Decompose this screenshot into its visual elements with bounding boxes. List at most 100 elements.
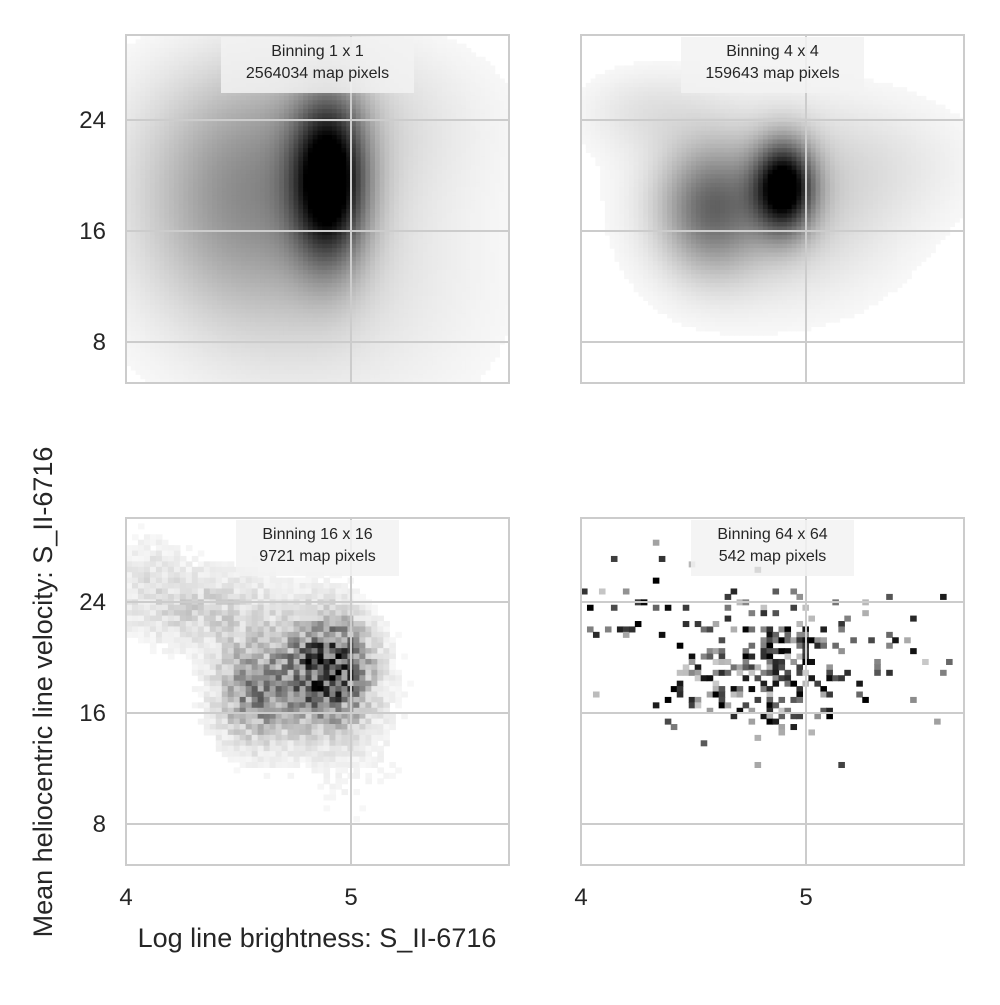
heatmap-cell: [293, 169, 299, 175]
heatmap-cell: [226, 361, 232, 367]
heatmap-cell: [126, 200, 132, 206]
heatmap-cell: [422, 78, 429, 84]
heatmap-cell: [240, 226, 247, 232]
heatmap-cell: [130, 108, 137, 114]
heatmap-cell: [145, 56, 151, 62]
heatmap-cell: [154, 204, 161, 210]
heatmap-cell: [221, 230, 228, 236]
heatmap-cell: [379, 304, 386, 310]
heatmap-cell: [173, 126, 180, 132]
heatmap-cell: [336, 161, 343, 167]
heatmap-cell: [365, 269, 371, 275]
heatmap-cell: [207, 48, 213, 53]
heatmap-cell: [336, 230, 343, 236]
heatmap-cell: [231, 235, 237, 241]
heatmap-cell: [255, 352, 261, 358]
heatmap-cell: [418, 269, 424, 275]
heatmap-cell: [236, 330, 242, 336]
heatmap-cell: [418, 352, 424, 358]
heatmap-cell: [403, 108, 410, 114]
heatmap-cell: [221, 356, 228, 362]
heatmap-cell: [240, 313, 247, 319]
heatmap-cell: [331, 156, 338, 162]
heatmap-cell: [231, 330, 237, 336]
heatmap-cell: [293, 239, 299, 245]
heatmap-cell: [298, 143, 304, 149]
heatmap-cell: [341, 278, 347, 284]
heatmap-cell: [212, 291, 218, 297]
heatmap-cell: [154, 335, 161, 341]
heatmap-cell: [312, 365, 319, 371]
heatmap-cell: [207, 35, 213, 40]
heatmap-cell: [216, 348, 223, 354]
heatmap-cell: [403, 304, 410, 310]
heatmap-cell: [216, 161, 223, 167]
heatmap-cell: [279, 108, 285, 114]
heatmap-cell: [140, 300, 146, 306]
heatmap-cell: [135, 243, 141, 249]
heatmap-cell: [312, 130, 319, 136]
heatmap-cell: [216, 361, 223, 367]
heatmap-cell: [188, 178, 194, 184]
heatmap-cell: [274, 365, 280, 371]
heatmap-cell: [221, 296, 228, 301]
heatmap-cell: [370, 378, 376, 384]
heatmap-cell: [255, 169, 261, 175]
heatmap-cell: [346, 313, 352, 319]
heatmap-cell: [269, 113, 276, 119]
heatmap-cell: [173, 330, 180, 336]
heatmap-cell: [178, 300, 185, 306]
heatmap-cell: [207, 230, 213, 236]
heatmap-cell: [226, 282, 232, 288]
heatmap-cell: [255, 278, 261, 284]
heatmap-cell: [231, 348, 237, 354]
heatmap-cell: [260, 248, 266, 254]
heatmap-cell: [394, 230, 400, 236]
heatmap-cell: [178, 48, 185, 53]
heatmap-cell: [336, 304, 343, 310]
heatmap-cell: [408, 269, 414, 275]
heatmap-cell: [154, 152, 161, 158]
heatmap-cell: [279, 374, 285, 380]
heatmap-cell: [283, 169, 290, 175]
heatmap-cell: [322, 348, 328, 354]
heatmap-cell: [303, 91, 309, 97]
heatmap-cell: [288, 313, 295, 319]
heatmap-cell: [418, 209, 424, 214]
heatmap-cell: [240, 343, 247, 349]
heatmap-cell: [207, 274, 213, 280]
heatmap-cell: [260, 326, 266, 332]
heatmap-cell: [418, 374, 424, 380]
heatmap-cell: [164, 343, 170, 349]
heatmap-cell: [346, 239, 352, 245]
heatmap-cell: [216, 91, 223, 97]
heatmap-cell: [288, 361, 295, 367]
heatmap-cell: [394, 235, 400, 241]
heatmap-cell: [389, 152, 395, 158]
heatmap-cell: [188, 122, 194, 127]
heatmap-cell: [126, 139, 132, 145]
heatmap-cell: [403, 365, 410, 371]
heatmap-cell: [394, 356, 400, 362]
heatmap-cell: [197, 252, 204, 258]
heatmap-cell: [331, 122, 338, 127]
heatmap-cell: [312, 135, 319, 140]
heatmap-cell: [126, 209, 132, 214]
heatmap-cell: [212, 226, 218, 232]
heatmap-cell: [149, 256, 156, 262]
heatmap-cell: [274, 291, 280, 297]
heatmap-cell: [384, 213, 390, 219]
heatmap-cell: [341, 269, 347, 275]
heatmap-cell: [178, 35, 185, 40]
heatmap-cell: [283, 156, 290, 162]
heatmap-cell: [327, 230, 333, 236]
heatmap-cell: [250, 365, 256, 371]
heatmap-cell: [226, 378, 232, 384]
heatmap-cell: [351, 113, 357, 119]
heatmap-cell: [322, 204, 328, 210]
heatmap-cell: [126, 104, 132, 110]
heatmap-cell: [250, 348, 256, 354]
heatmap-cell: [260, 274, 266, 280]
heatmap-cell: [236, 256, 242, 262]
heatmap-cell: [355, 178, 362, 184]
